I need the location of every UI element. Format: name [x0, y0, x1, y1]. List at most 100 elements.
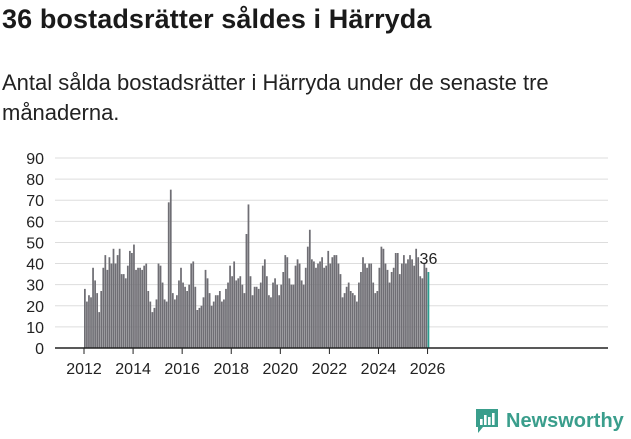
- bar: [376, 291, 379, 348]
- bar: [190, 263, 193, 348]
- bar: [145, 263, 148, 348]
- y-tick-label: 60: [26, 214, 44, 231]
- bar: [266, 276, 268, 348]
- bar: [153, 307, 156, 348]
- x-tick-label: 2022: [312, 361, 348, 378]
- bar-highlighted: [427, 272, 430, 348]
- bar: [122, 274, 125, 348]
- bar: [372, 282, 375, 348]
- bar: [106, 269, 109, 348]
- bar: [298, 263, 301, 348]
- bar: [216, 295, 219, 348]
- bar: [86, 301, 88, 348]
- x-tick-label: 2014: [115, 361, 151, 378]
- bar: [100, 291, 103, 348]
- bar: [288, 278, 291, 348]
- bar: [300, 280, 303, 348]
- bar: [421, 278, 424, 348]
- bar: [114, 263, 117, 348]
- bar: [386, 269, 389, 348]
- bar: [425, 267, 428, 348]
- bar: [131, 253, 133, 348]
- bar: [370, 263, 373, 348]
- bar: [126, 265, 129, 348]
- bar: [382, 248, 385, 348]
- chart-title: 36 bostadsrätter såldes i Härryda: [2, 4, 432, 34]
- bar: [182, 282, 184, 348]
- bar: [221, 301, 223, 348]
- y-tick-label: 90: [26, 151, 44, 168]
- bar: [227, 282, 229, 348]
- bar: [253, 286, 256, 348]
- bar: [255, 286, 258, 348]
- y-tick-label: 10: [26, 320, 44, 337]
- bar: [403, 255, 405, 348]
- bar: [137, 267, 139, 348]
- bar: [210, 305, 213, 348]
- bar: [176, 295, 178, 348]
- x-tick-label: 2016: [164, 361, 200, 378]
- bar: [165, 301, 168, 348]
- bar: [110, 263, 113, 348]
- bar: [294, 265, 297, 348]
- bar: [194, 286, 197, 348]
- bar: [104, 255, 107, 348]
- bar: [411, 259, 413, 348]
- bar: [333, 255, 336, 348]
- x-tick-label: 2012: [66, 361, 102, 378]
- y-tick-label: 40: [26, 257, 44, 274]
- bar: [345, 286, 348, 348]
- y-tick-label: 0: [35, 341, 44, 358]
- bar: [118, 248, 121, 348]
- bar: [141, 269, 144, 348]
- x-tick-label: 2026: [410, 361, 446, 378]
- bar: [306, 246, 309, 348]
- bar: [392, 267, 395, 348]
- bar: [151, 312, 154, 348]
- bar: [92, 267, 94, 348]
- bar: [329, 263, 332, 348]
- bar: [394, 253, 397, 348]
- bar: [243, 293, 246, 348]
- bar: [409, 255, 411, 348]
- bar: [388, 282, 391, 348]
- bar: [231, 276, 233, 348]
- bar: [180, 267, 182, 348]
- bar: [200, 305, 203, 348]
- bar: [360, 272, 362, 348]
- bar: [323, 267, 326, 348]
- bar: [358, 282, 360, 348]
- bar: [321, 257, 323, 348]
- bar: [374, 293, 377, 348]
- bar: [249, 276, 252, 348]
- bar: [120, 274, 123, 348]
- bar: [247, 204, 250, 348]
- y-tick-label: 20: [26, 299, 44, 316]
- bar: [380, 246, 383, 348]
- y-tick-label: 50: [26, 235, 44, 252]
- y-tick-label: 80: [26, 172, 44, 189]
- bar: [347, 282, 350, 348]
- bar: [225, 288, 227, 348]
- bar: [112, 248, 115, 348]
- bar: [400, 263, 403, 348]
- bar: [280, 284, 283, 348]
- bar: [417, 257, 420, 348]
- bar: [204, 269, 207, 348]
- bar: [229, 265, 231, 348]
- bar: [163, 299, 166, 348]
- y-tick-label: 70: [26, 193, 44, 210]
- brand-logo: Newsworthy: [474, 406, 624, 436]
- bar: [259, 282, 262, 348]
- bar: [398, 274, 401, 348]
- x-tick-label: 2020: [263, 361, 299, 378]
- bar: [188, 284, 191, 348]
- bar: [419, 276, 422, 348]
- bar: [270, 297, 272, 348]
- bar: [263, 259, 266, 348]
- bar: [362, 257, 364, 348]
- bar: [261, 265, 264, 348]
- bar: [88, 295, 90, 348]
- bar: [202, 297, 205, 348]
- last-value-label: 36: [420, 251, 438, 268]
